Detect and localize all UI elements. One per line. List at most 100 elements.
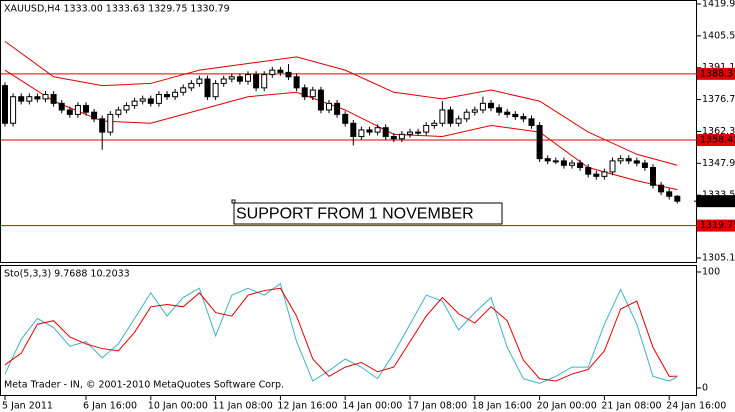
x-tick-label: 20 Jan 00:00	[537, 401, 597, 412]
candle-body	[155, 93, 162, 104]
candle-body	[204, 78, 211, 98]
candle-body	[415, 131, 422, 134]
candle-body	[66, 109, 73, 115]
candle-body	[196, 78, 203, 84]
candle-body	[439, 109, 446, 124]
line	[4, 40, 678, 166]
candle-body	[658, 184, 665, 193]
candle-body	[34, 96, 41, 100]
candle-body	[139, 98, 146, 102]
candle-body	[520, 116, 527, 120]
candle-body	[512, 113, 519, 118]
candle-body	[317, 89, 324, 111]
candle-body	[641, 162, 648, 169]
candle-body	[180, 87, 187, 93]
candle-body	[666, 191, 673, 197]
candle-body	[544, 158, 551, 162]
y-tick-label: 1376.70	[702, 94, 735, 105]
candle-body	[236, 76, 243, 82]
candle-body	[342, 113, 349, 124]
candle-body	[358, 129, 365, 138]
candle-body	[228, 76, 235, 80]
price-tag-label: 1319.75	[700, 220, 735, 231]
candle-body	[261, 74, 268, 89]
candle-body	[99, 118, 106, 133]
y-tick-label: 1362.30	[702, 126, 735, 137]
line	[4, 69, 678, 191]
candle-body	[601, 171, 608, 177]
candle-body	[26, 96, 33, 102]
x-tick-label: 12 Jan 16:00	[277, 401, 337, 412]
candle-body	[253, 74, 260, 89]
candle-body	[164, 93, 170, 98]
candle-body	[10, 96, 17, 124]
candle-body	[115, 109, 122, 115]
candle-body	[309, 89, 316, 98]
candle-body	[552, 160, 559, 163]
x-tick-label: 6 Jan 16:00	[83, 401, 137, 412]
candle-body	[91, 111, 98, 120]
candle-body	[650, 167, 656, 186]
annotation: SUPPORT FROM 1 NOVEMBER	[236, 206, 474, 223]
candle-body	[2, 85, 8, 124]
price-tag-label: 1358.42	[700, 135, 735, 146]
candle-body	[674, 195, 681, 202]
candle-body	[334, 102, 341, 115]
x-tick-label: 21 Jan 08:00	[601, 401, 661, 412]
price-tag	[697, 219, 735, 232]
y-tick-label: 1305.10	[702, 253, 735, 264]
candle-body	[350, 122, 357, 138]
candle-body	[390, 136, 397, 140]
x-tick-label: 24 Jan 16:00	[666, 401, 726, 412]
x-tick-label: 11 Jan 08:00	[213, 401, 273, 412]
candle-body	[42, 93, 49, 100]
candle-body	[50, 93, 57, 104]
candle-body	[463, 111, 470, 120]
y-tick-label: 1391.10	[702, 62, 735, 73]
candle-body	[83, 105, 89, 113]
candle-body	[107, 113, 114, 133]
candle-body	[488, 102, 494, 109]
price-tag	[697, 134, 735, 147]
candle-body	[471, 109, 478, 113]
line	[4, 287, 678, 382]
price-tag	[697, 67, 735, 80]
candle-body	[131, 100, 138, 107]
candle-body	[366, 129, 373, 133]
line	[4, 282, 678, 384]
candle-body	[536, 124, 543, 160]
price-tag	[697, 195, 735, 208]
candle-body	[577, 162, 584, 169]
candle-body	[212, 82, 219, 98]
candle-body	[585, 167, 592, 175]
candle-body	[374, 127, 381, 133]
candle-body	[431, 122, 438, 126]
candle-body	[382, 127, 389, 138]
candle-body	[593, 173, 600, 177]
candle-body	[479, 102, 486, 111]
price-pane	[0, 0, 697, 263]
candle-body	[188, 82, 195, 89]
candle-body	[609, 160, 616, 173]
y-tick-label: 1347.90	[702, 158, 735, 169]
annotation-anchor	[231, 199, 236, 204]
x-tick-label: 17 Jan 08:00	[407, 401, 467, 412]
candle-body	[220, 78, 227, 84]
candle-body	[625, 158, 632, 162]
candle-body	[633, 160, 640, 164]
x-tick-label: 5 Jan 2011	[2, 401, 53, 412]
chart-title: XAUUSD,H4 1333.00 1333.63 1329.75 1330.7…	[4, 4, 230, 15]
candle-body	[528, 118, 535, 126]
candle-body	[423, 124, 430, 133]
candle-body	[293, 76, 300, 89]
annotation-box	[233, 202, 503, 225]
y-tick-label: 0	[702, 383, 708, 394]
candle-body	[569, 162, 575, 166]
candle-body	[74, 105, 81, 115]
candle-body	[326, 102, 332, 111]
candle-body	[407, 131, 413, 135]
x-tick-label: 18 Jan 16:00	[472, 401, 532, 412]
y-tick-label: 1419.90	[702, 0, 735, 10]
candle-body	[18, 96, 25, 102]
